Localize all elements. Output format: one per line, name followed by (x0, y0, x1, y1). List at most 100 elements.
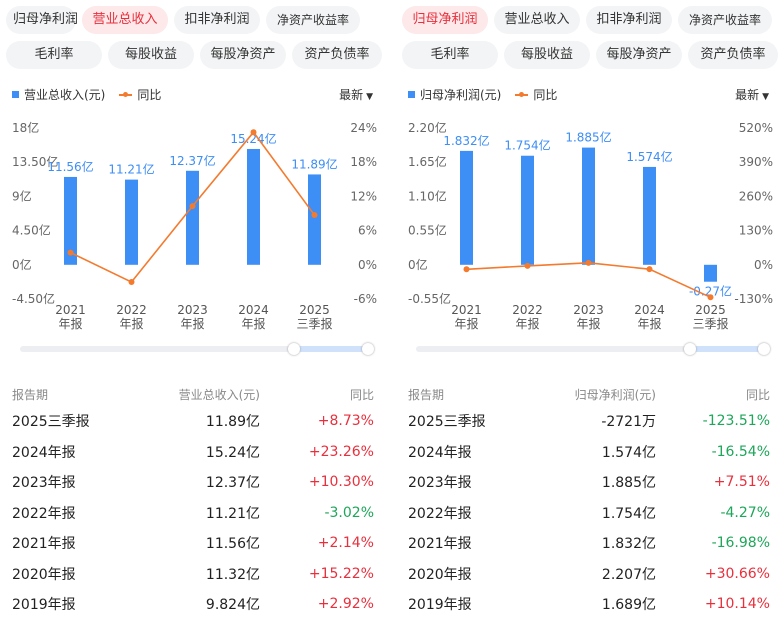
tab-bvps[interactable]: 每股净资产 (200, 41, 286, 69)
row-yoy: +8.73% (317, 413, 374, 430)
table-row: 2020年报 11.32亿 +15.22% (12, 559, 374, 590)
x-tick-label-type: 年报 (637, 316, 661, 331)
yoy-line (466, 262, 711, 299)
table-row: 2025三季报 -2721万 -123.51% (408, 406, 770, 437)
tab-eps[interactable]: 每股收益 (108, 41, 194, 69)
y-right-tick-label: -6% (354, 292, 377, 306)
net-profit-panel: 归母净利润 营业总收入 扣非净利润 净资产收益率 毛利率 每股收益 每股净资产 … (396, 0, 779, 621)
bar-value-label: -0.27亿 (689, 284, 732, 299)
row-yoy: +2.14% (317, 535, 374, 552)
range-slider[interactable] (20, 343, 374, 355)
y-tick-label: 1.65亿 (408, 154, 447, 169)
tab-revenue[interactable]: 营业总收入 (494, 6, 580, 34)
bar[interactable] (308, 174, 321, 265)
bar[interactable] (582, 147, 595, 265)
yoy-point[interactable] (463, 266, 470, 273)
bar[interactable] (247, 148, 260, 265)
yoy-point[interactable] (250, 129, 257, 136)
tab-revenue[interactable]: 营业总收入 (82, 6, 168, 34)
bar[interactable] (521, 155, 534, 265)
bar-value-label: 11.21亿 (108, 162, 154, 177)
tab-eps[interactable]: 每股收益 (504, 41, 590, 69)
caret-down-icon: ▼ (762, 92, 769, 102)
x-tick-label-year: 2024 (634, 303, 665, 317)
bar[interactable] (643, 166, 656, 265)
y-right-tick-label: 0% (358, 258, 377, 272)
yoy-point[interactable] (646, 266, 653, 273)
range-slider[interactable] (416, 343, 770, 355)
x-tick-label-year: 2023 (177, 303, 208, 317)
x-tick-label-type: 三季报 (692, 316, 728, 331)
tab-net-profit[interactable]: 归母净利润 (402, 6, 488, 34)
row-yoy: -16.98% (711, 535, 770, 552)
yoy-point[interactable] (707, 294, 714, 301)
tab-gross-margin[interactable]: 毛利率 (402, 41, 498, 69)
tab-bvps[interactable]: 每股净资产 (596, 41, 682, 69)
y-tick-label: 0亿 (12, 257, 32, 272)
slider-selection (696, 346, 766, 352)
revenue-chart: 18亿 13.50亿 9亿 4.50亿 0亿 -4.50亿 24% 18% 12% 6% 0% -6%… (12, 120, 377, 331)
header-yoy: 同比 (745, 387, 770, 402)
row-period: 2020年报 (408, 566, 472, 583)
period-dropdown[interactable]: 最新 ▼ (735, 86, 769, 103)
x-tick-label-year: 2024 (238, 303, 269, 317)
bar-value-label: 1.574亿 (626, 149, 672, 164)
period-dropdown-label: 最新 (339, 88, 364, 102)
yoy-point[interactable] (524, 262, 531, 269)
period-dropdown-label: 最新 (735, 88, 760, 102)
x-tick-label-year: 2025 (299, 303, 330, 317)
yoy-point[interactable] (189, 203, 196, 210)
caret-down-icon: ▼ (366, 92, 373, 102)
bar[interactable] (460, 150, 473, 265)
row-yoy: +30.66% (704, 565, 770, 582)
line-legend-label: 同比 (137, 88, 162, 102)
row-period: 2025三季报 (12, 414, 90, 431)
tab-deducted-profit[interactable]: 扣非净利润 (586, 6, 672, 34)
row-value: 1.885亿 (601, 475, 656, 492)
bar[interactable] (704, 264, 717, 282)
slider-handle-left[interactable] (684, 343, 696, 355)
row-period: 2023年报 (12, 475, 76, 492)
y-tick-label: 0.55亿 (408, 223, 447, 238)
slider-handle-right[interactable] (758, 343, 770, 355)
table-row: 2024年报 1.574亿 -16.54% (408, 437, 770, 468)
bar-value-label: 11.89亿 (291, 156, 337, 171)
x-tick-label-type: 年报 (454, 316, 478, 331)
tab-gross-margin[interactable]: 毛利率 (6, 41, 102, 69)
row-yoy: +23.26% (308, 443, 374, 460)
x-tick-label-type: 年报 (241, 316, 265, 331)
table-row: 2021年报 11.56亿 +2.14% (12, 528, 374, 559)
tab-roe[interactable]: 净资产收益率 (678, 6, 772, 34)
tab-deducted-profit[interactable]: 扣非净利润 (174, 6, 260, 34)
bar-value-label: 11.56亿 (47, 159, 93, 174)
revenue-panel: 归母净利润 营业总收入 扣非净利润 净资产收益率 毛利率 每股收益 每股净资产 … (0, 0, 383, 621)
yoy-point[interactable] (67, 249, 74, 256)
line-legend-swatch (119, 91, 133, 97)
tab-debt-ratio[interactable]: 资产负债率 (688, 41, 778, 69)
slider-handle-left[interactable] (288, 343, 300, 355)
bar-value-label: 1.885亿 (565, 130, 611, 145)
table-row: 2022年报 1.754亿 -4.27% (408, 498, 770, 529)
row-value: 12.37亿 (205, 475, 260, 492)
period-dropdown[interactable]: 最新 ▼ (339, 86, 373, 103)
bar[interactable] (186, 170, 199, 265)
tab-net-profit[interactable]: 归母净利润 (6, 6, 78, 34)
row-yoy: +10.30% (308, 474, 374, 491)
table-row: 2024年报 15.24亿 +23.26% (12, 437, 374, 468)
revenue-table: 报告期 营业总收入(元) 同比 2025三季报 11.89亿 +8.73% 2024年… (12, 382, 374, 620)
bar[interactable] (125, 179, 138, 265)
y-tick-label: 4.50亿 (12, 223, 51, 238)
yoy-point[interactable] (311, 212, 318, 219)
chart-legend: 营业总收入(元) 同比 (12, 86, 161, 103)
bar[interactable] (64, 176, 77, 265)
table-row: 2019年报 1.689亿 +10.14% (408, 589, 770, 620)
table-row: 2021年报 1.832亿 -16.98% (408, 528, 770, 559)
slider-handle-right[interactable] (362, 343, 374, 355)
y-right-tick-label: 12% (350, 189, 377, 203)
yoy-point[interactable] (585, 259, 592, 266)
yoy-point[interactable] (128, 279, 135, 286)
tab-roe[interactable]: 净资产收益率 (266, 6, 360, 34)
tab-debt-ratio[interactable]: 资产负债率 (292, 41, 382, 69)
y-tick-label: -4.50亿 (12, 291, 55, 306)
table-row: 2025三季报 11.89亿 +8.73% (12, 406, 374, 437)
